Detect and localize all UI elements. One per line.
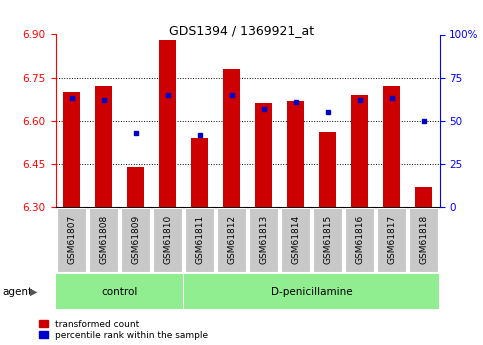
Bar <box>95 86 113 207</box>
Bar <box>223 69 241 207</box>
Bar <box>63 92 80 207</box>
Bar <box>287 101 304 207</box>
FancyBboxPatch shape <box>377 208 406 272</box>
Bar <box>191 138 208 207</box>
Text: GSM61817: GSM61817 <box>387 215 396 264</box>
Text: control: control <box>101 287 138 296</box>
Text: GSM61813: GSM61813 <box>259 215 268 264</box>
FancyBboxPatch shape <box>57 208 86 272</box>
FancyBboxPatch shape <box>249 208 278 272</box>
FancyBboxPatch shape <box>153 208 182 272</box>
Text: ▶: ▶ <box>30 287 38 296</box>
Legend: transformed count, percentile rank within the sample: transformed count, percentile rank withi… <box>38 319 210 341</box>
Bar <box>415 187 432 207</box>
Text: GSM61807: GSM61807 <box>67 215 76 264</box>
Text: GSM61812: GSM61812 <box>227 215 236 264</box>
Bar <box>255 104 272 207</box>
FancyBboxPatch shape <box>56 275 183 308</box>
Text: GSM61818: GSM61818 <box>419 215 428 264</box>
Text: GSM61814: GSM61814 <box>291 215 300 264</box>
FancyBboxPatch shape <box>121 208 150 272</box>
FancyBboxPatch shape <box>281 208 310 272</box>
FancyBboxPatch shape <box>217 208 246 272</box>
Bar <box>383 86 400 207</box>
Text: GSM61815: GSM61815 <box>323 215 332 264</box>
Text: agent: agent <box>2 287 32 296</box>
FancyBboxPatch shape <box>409 208 438 272</box>
FancyBboxPatch shape <box>313 208 342 272</box>
Bar <box>159 40 176 207</box>
Text: GSM61808: GSM61808 <box>99 215 108 264</box>
Text: D-penicillamine: D-penicillamine <box>271 287 352 296</box>
Text: GSM61811: GSM61811 <box>195 215 204 264</box>
Bar <box>127 167 144 207</box>
Text: GSM61816: GSM61816 <box>355 215 364 264</box>
Text: GSM61810: GSM61810 <box>163 215 172 264</box>
Text: GDS1394 / 1369921_at: GDS1394 / 1369921_at <box>169 24 314 37</box>
FancyBboxPatch shape <box>89 208 118 272</box>
Bar <box>319 132 336 207</box>
Text: GSM61809: GSM61809 <box>131 215 140 264</box>
FancyBboxPatch shape <box>184 275 439 308</box>
Bar <box>351 95 369 207</box>
FancyBboxPatch shape <box>185 208 214 272</box>
FancyBboxPatch shape <box>345 208 374 272</box>
